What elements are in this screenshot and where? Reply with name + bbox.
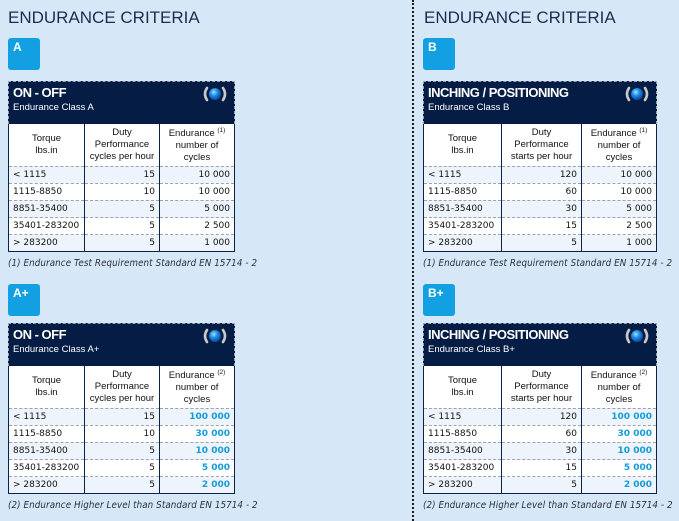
table-header-row: Torque lbs.in Duty Performance cycles per h… xyxy=(8,124,235,167)
card-subheading: Endurance Class B+ xyxy=(428,344,515,355)
table-row: > 283200 5 2 000 xyxy=(8,476,235,494)
card-header: ON - OFF Endurance Class A xyxy=(8,81,235,124)
footnote: (2) Endurance Higher Level than Standard… xyxy=(8,500,258,511)
table-row: 1115-8850 60 10 000 xyxy=(423,183,657,201)
table-row: < 1115 120 10 000 xyxy=(423,166,657,184)
card-heading: INCHING / POSITIONING xyxy=(428,85,569,100)
footnote: (1) Endurance Test Requirement Standard … xyxy=(8,258,258,269)
table-header-row: Torque lbs.in Duty Performance cycles per h… xyxy=(8,366,235,409)
table-row: 35401-283200 5 2 500 xyxy=(8,217,235,236)
table-row: 8851-35400 5 10 000 xyxy=(8,442,235,461)
table-header-row: Torque lbs.in Duty Performance starts per h… xyxy=(423,124,657,167)
footnote: (1) Endurance Test Requirement Standard … xyxy=(423,258,673,269)
table-row: 35401-283200 5 5 000 xyxy=(8,459,235,478)
class-badge-a-plus: A+ xyxy=(8,284,40,316)
column-header-endurance: Endurance (2) number of cycles xyxy=(581,366,657,409)
card-heading: ON - OFF xyxy=(13,327,67,342)
endurance-table: Torque lbs.in Duty Performance cycles per h… xyxy=(8,366,235,495)
motion-indicator-icon xyxy=(625,86,649,102)
column-header-torque: Torque lbs.in xyxy=(8,124,85,167)
endurance-table: Torque lbs.in Duty Performance cycles per h… xyxy=(8,124,235,253)
section-title-left: ENDURANCE CRITERIA xyxy=(8,8,200,27)
motion-indicator-icon xyxy=(625,328,649,344)
card-header: INCHING / POSITIONING Endurance Class B xyxy=(423,81,657,124)
table-row: > 283200 5 1 000 xyxy=(8,234,235,252)
table-row: 35401-283200 15 5 000 xyxy=(423,459,657,478)
column-header-torque: Torque lbs.in xyxy=(423,124,502,167)
card-subheading: Endurance Class A+ xyxy=(13,344,100,355)
endurance-card-b: INCHING / POSITIONING Endurance Class B … xyxy=(423,81,657,253)
endurance-card-a-plus: ON - OFF Endurance Class A+ Torque lbs.in… xyxy=(8,323,235,495)
table-row: 1115-8850 10 30 000 xyxy=(8,425,235,443)
card-header: INCHING / POSITIONING Endurance Class B+ xyxy=(423,323,657,366)
motion-indicator-icon xyxy=(203,86,227,102)
column-header-duty: Duty Performance cycles per hour xyxy=(84,124,160,167)
endurance-card-b-plus: INCHING / POSITIONING Endurance Class B+… xyxy=(423,323,657,495)
column-header-torque: Torque lbs.in xyxy=(8,366,85,409)
column-header-endurance: Endurance (1) number of cycles xyxy=(159,124,235,167)
table-row: > 283200 5 1 000 xyxy=(423,234,657,252)
table-row: > 283200 5 2 000 xyxy=(423,476,657,494)
class-badge-b: B xyxy=(423,38,455,70)
table-row: 1115-8850 10 10 000 xyxy=(8,183,235,201)
footnote: (2) Endurance Higher Level than Standard… xyxy=(423,500,673,511)
table-row: 35401-283200 15 2 500 xyxy=(423,217,657,236)
table-row: 8851-35400 30 5 000 xyxy=(423,200,657,219)
column-header-duty: Duty Performance cycles per hour xyxy=(84,366,160,409)
endurance-table: Torque lbs.in Duty Performance starts per h… xyxy=(423,124,657,253)
class-badge-b-plus: B+ xyxy=(423,284,455,316)
endurance-card-a: ON - OFF Endurance Class A Torque lbs.in … xyxy=(8,81,235,253)
class-badge-a: A xyxy=(8,38,40,70)
table-row: < 1115 120 100 000 xyxy=(423,408,657,426)
section-title-right: ENDURANCE CRITERIA xyxy=(424,8,616,27)
column-header-duty: Duty Performance starts per hour xyxy=(501,124,582,167)
card-heading: INCHING / POSITIONING xyxy=(428,327,569,342)
card-heading: ON - OFF xyxy=(13,85,67,100)
motion-indicator-icon xyxy=(203,328,227,344)
card-header: ON - OFF Endurance Class A+ xyxy=(8,323,235,366)
card-subheading: Endurance Class B xyxy=(428,102,510,113)
column-header-duty: Duty Performance starts per hour xyxy=(501,366,582,409)
table-row: 8851-35400 30 10 000 xyxy=(423,442,657,461)
column-header-torque: Torque lbs.in xyxy=(423,366,502,409)
table-row: 8851-35400 5 5 000 xyxy=(8,200,235,219)
card-subheading: Endurance Class A xyxy=(13,102,94,113)
table-row: < 1115 15 10 000 xyxy=(8,166,235,184)
table-row: < 1115 15 100 000 xyxy=(8,408,235,426)
table-header-row: Torque lbs.in Duty Performance starts per h… xyxy=(423,366,657,409)
table-row: 1115-8850 60 30 000 xyxy=(423,425,657,443)
column-divider xyxy=(412,0,414,521)
endurance-table: Torque lbs.in Duty Performance starts per h… xyxy=(423,366,657,495)
column-header-endurance: Endurance (1) number of cycles xyxy=(581,124,657,167)
column-header-endurance: Endurance (2) number of cycles xyxy=(159,366,235,409)
